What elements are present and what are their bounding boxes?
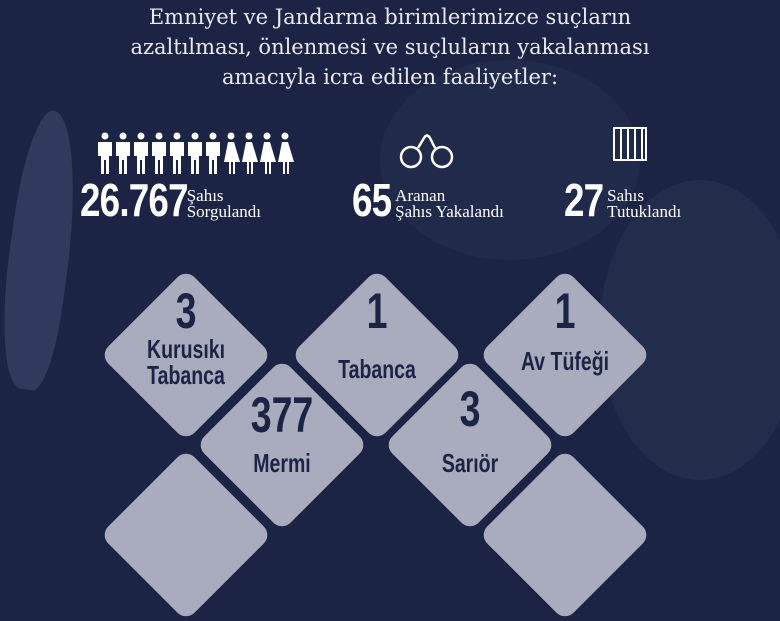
man-icon xyxy=(206,132,220,174)
woman-icon xyxy=(278,132,294,174)
woman-icon xyxy=(224,132,240,174)
stat-label: Aranan Şahıs Yakalandı xyxy=(395,186,504,222)
man-icon xyxy=(116,132,130,174)
seized-value: 3 xyxy=(459,381,481,437)
headline-line: amacıyla icra edilen faaliyetler: xyxy=(221,65,559,89)
man-icon xyxy=(152,132,166,174)
stat-label: Sahıs Tutuklandı xyxy=(607,186,682,222)
seized-value: 3 xyxy=(175,283,197,339)
seized-label: Tabanca xyxy=(338,354,416,384)
seized-ammo: 377 Mermi xyxy=(196,390,368,476)
background-silhouette xyxy=(380,60,640,260)
handcuffs-icon xyxy=(399,134,454,169)
seized-value: 377 xyxy=(250,387,314,443)
seized-pistol: 1 Tabanca xyxy=(291,286,463,382)
stat-arrested: 27 Sahıs Tutuklandı xyxy=(564,174,682,226)
woman-icon xyxy=(260,132,276,174)
stat-label-line: Tutuklandı xyxy=(607,202,682,221)
headline-line: azaltılması, önlenmesi ve suçluların yak… xyxy=(130,35,650,59)
seized-label: Sarıör xyxy=(441,448,499,478)
seized-value: 1 xyxy=(366,283,388,339)
seized-label: Tabanca xyxy=(147,360,225,390)
jail-icon xyxy=(613,127,647,161)
seized-label: Mermi xyxy=(253,448,311,478)
headline: Emniyet ve Jandarma birimlerimizce suçla… xyxy=(0,2,780,92)
man-icon xyxy=(170,132,184,174)
man-icon xyxy=(98,132,112,174)
woman-icon xyxy=(242,132,258,174)
stat-wanted-caught: 65 Aranan Şahıs Yakalandı xyxy=(352,174,504,226)
stat-label: Şahıs Sorgulandı xyxy=(186,186,262,222)
stat-label-line: Sorgulandı xyxy=(186,202,262,221)
stat-label-line: Sahıs xyxy=(607,186,645,205)
stat-interrogated: 26.767 Şahıs Sorgulandı xyxy=(80,174,262,226)
stat-label-line: Aranan xyxy=(395,186,446,205)
people-icon xyxy=(98,132,294,174)
seized-label: Kurusıkı xyxy=(146,334,226,364)
seized-value: 1 xyxy=(554,283,576,339)
man-icon xyxy=(134,132,148,174)
seized-blank-gun: 3 Kurusıkı Tabanca xyxy=(100,286,272,388)
background-silhouette xyxy=(0,107,90,393)
man-icon xyxy=(188,132,202,174)
seized-shotgun: 1 Av Tüfeği xyxy=(479,286,651,374)
background-silhouette xyxy=(600,180,780,480)
stat-value: 27 xyxy=(564,174,604,226)
headline-line: Emniyet ve Jandarma birimlerimizce suçla… xyxy=(148,5,632,29)
stat-label-line: Şahıs Yakalandı xyxy=(395,202,504,221)
seized-label: Av Tüfeği xyxy=(520,346,610,376)
seized-sarjor: 3 Sarıör xyxy=(384,384,556,476)
stat-label-line: Şahıs xyxy=(186,186,224,205)
stat-value: 65 xyxy=(352,174,392,226)
stat-value: 26.767 xyxy=(80,174,189,226)
